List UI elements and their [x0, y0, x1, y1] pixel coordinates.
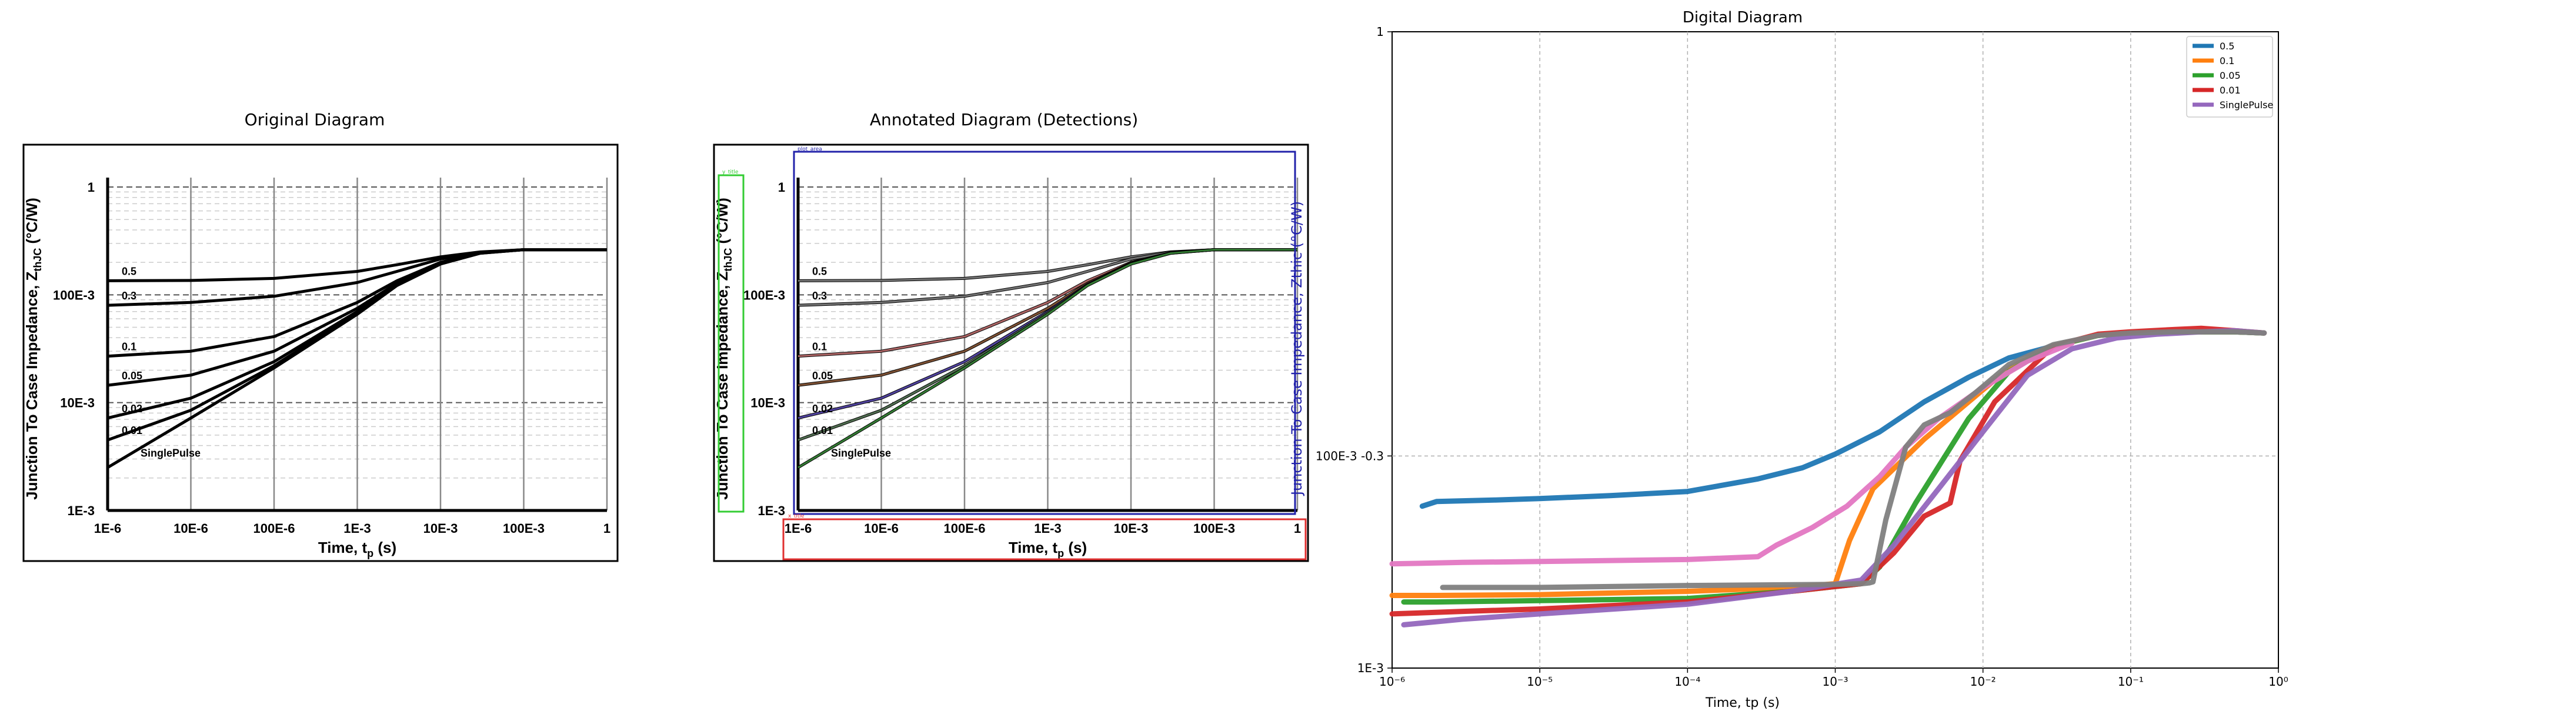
x-tick-label: 10⁻³: [1822, 675, 1848, 689]
x-axis-title: Time, tp (s): [1009, 539, 1087, 559]
curve-label: SinglePulse: [831, 447, 891, 459]
legend-label: 0.5: [2220, 41, 2234, 52]
curve-label: 0.5: [812, 265, 827, 277]
x-tick-label: 1: [603, 521, 610, 536]
x-tick-label: 10⁻⁴: [1674, 675, 1700, 689]
digital-legend: 0.5 0.1 0.05 0.01 SinglePulse: [2186, 36, 2273, 118]
y-axis-title: Junction To Case Impedance, ZthJC (°C/W): [23, 198, 44, 500]
tag-y-title: y_title: [722, 169, 739, 175]
y-tick-label: 100E-3 -0.3: [1316, 449, 1384, 463]
original-title: Original Diagram: [245, 110, 385, 129]
y-axis-title: Junction To Case Impedance, ZthJC (°C/W): [713, 198, 734, 500]
x-tick-label: 10⁻⁶: [1379, 675, 1405, 689]
x-tick-label: 1: [1294, 521, 1301, 536]
digital-x-label: Time, tp (s): [1705, 696, 1780, 710]
digital-title: Digital Diagram: [1683, 9, 1803, 26]
legend-label: 0.05: [2220, 70, 2241, 81]
annotated-frame: [713, 143, 1309, 562]
curve-label: 0.05: [812, 370, 833, 382]
annotated-right-y-label: Junction To Case Impedance, Zthic (°C/W): [1289, 201, 1305, 496]
detected-curve-overlay: [798, 249, 1297, 469]
x-tick-label: 1E-6: [94, 521, 121, 536]
curve-label: 0.5: [122, 265, 136, 277]
reference-curve: [106, 248, 607, 469]
curve-label: 0.1: [812, 341, 827, 353]
digital-panel: Digital Diagram 10⁻⁶ 10⁻⁵ 10⁻⁴ 10⁻³ 10⁻² 10⁻¹…: [1316, 9, 2288, 710]
y-tick-label: 1: [88, 180, 95, 195]
curve-label: 0.3: [122, 290, 136, 302]
curve-label: 0.1: [122, 341, 136, 353]
x-axis-title: Time, tp (s): [318, 539, 396, 559]
y-tick-label: 1E-3: [758, 503, 785, 518]
x-tick-label: 1E-3: [1034, 521, 1061, 536]
y-tick-label: 1E-3: [68, 503, 95, 518]
y-tick-label: 10E-3: [60, 396, 95, 410]
x-tick-label: 100E-3: [1193, 521, 1235, 536]
original-frame: [22, 143, 619, 562]
x-tick-label: 10E-6: [864, 521, 899, 536]
detection-box-y-title: [718, 174, 745, 513]
x-tick-label: 1E-6: [785, 521, 812, 536]
legend-box: [2186, 36, 2273, 118]
x-tick-label: 100E-6: [253, 521, 295, 536]
x-tick-label: 1E-3: [343, 521, 371, 536]
curve-label: 0.01: [812, 425, 833, 436]
legend-label: SinglePulse: [2220, 99, 2273, 111]
annotated-title: Annotated Diagram (Detections): [870, 110, 1138, 129]
y-tick-label: 1: [1376, 25, 1384, 39]
y-tick-label: 100E-3: [53, 288, 95, 302]
y-tick-label: 1: [778, 180, 785, 195]
x-tick-label: 10⁻²: [1970, 675, 1996, 689]
detection-box-plot-area: [793, 151, 1296, 515]
legend-label: 0.1: [2220, 55, 2234, 66]
curve-label: 0.02: [122, 403, 142, 415]
detection-box-x-axis: [782, 518, 1307, 560]
x-tick-label: 10⁻¹: [2118, 675, 2144, 689]
x-tick-label: 10E-3: [1114, 521, 1149, 536]
x-tick-label: 10E-3: [423, 521, 458, 536]
curve-label: 0.01: [122, 425, 142, 436]
tag-plot-area: plot_area: [798, 146, 822, 152]
digital-series: [1389, 325, 2267, 627]
x-tick-label: 10⁻⁵: [1527, 675, 1553, 689]
original-panel: Original Diagram 1 100E-3 10E-3 1E-3 1E-6 10E…: [22, 110, 619, 562]
x-tick-label: 10E-6: [173, 521, 208, 536]
tag-x-title: x_title: [788, 513, 805, 519]
annotated-panel: Annotated Diagram (Detections) 1100E-310…: [713, 110, 1309, 562]
y-tick-label: 100E-3: [743, 288, 785, 302]
series-line-unnamed-6: [1440, 329, 2267, 590]
x-tick-label: 10⁰: [2268, 675, 2288, 689]
original-chart: 1 100E-3 10E-3 1E-3 1E-6 10E-6 100E-6 1E-3 10E-3…: [23, 178, 610, 559]
curve-label: SinglePulse: [141, 447, 201, 459]
x-tick-label: 100E-3: [503, 521, 545, 536]
legend-label: 0.01: [2220, 85, 2241, 96]
y-tick-label: 1E-3: [1357, 661, 1384, 675]
curve-label: 0.02: [812, 403, 833, 415]
curve-label: 0.3: [812, 290, 827, 302]
digital-axes: 10⁻⁶ 10⁻⁵ 10⁻⁴ 10⁻³ 10⁻² 10⁻¹ 10⁰ 1E-3 100E-3 -0…: [1316, 25, 2288, 689]
x-tick-label: 100E-6: [944, 521, 986, 536]
curve-label: 0.05: [122, 370, 142, 382]
y-tick-label: 10E-3: [750, 396, 785, 410]
